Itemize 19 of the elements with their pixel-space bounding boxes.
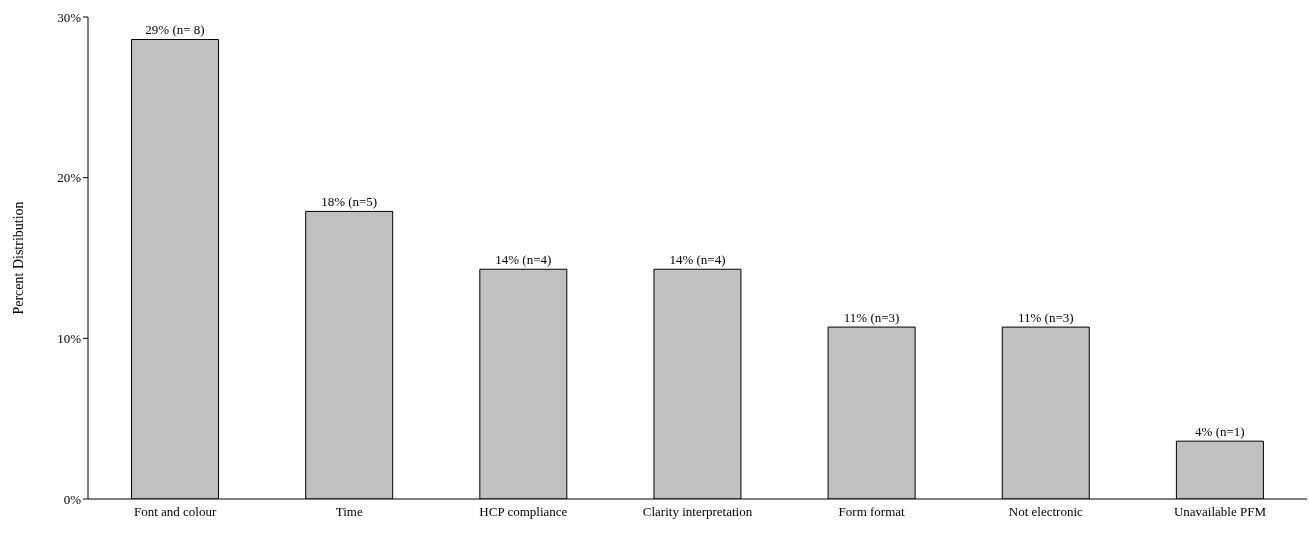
x-tick-label: Time (335, 504, 363, 520)
data-label: 11% (n=3) (843, 310, 900, 326)
x-tick-label: HCP compliance (479, 504, 568, 520)
data-label: 11% (n=3) (1017, 310, 1074, 326)
y-tick-label: 10% (57, 330, 82, 346)
data-label: 14% (n=4) (495, 252, 552, 268)
data-label: 29% (n= 8) (145, 22, 205, 38)
y-tick-label: 30% (57, 9, 82, 25)
x-tick-label: Unavailable PFM (1173, 504, 1267, 520)
x-tick-label: Not electronic (1008, 504, 1084, 520)
data-label: 14% (n=4) (669, 252, 726, 268)
y-tick-label: 0% (63, 491, 82, 507)
x-tick-label: Form format (838, 504, 906, 520)
data-label: 18% (n=5) (321, 194, 378, 210)
data-label: 4% (n=1) (1195, 424, 1245, 440)
x-tick-label: Clarity interpretation (642, 504, 753, 520)
x-tick-label: Font and colour (133, 504, 217, 520)
y-tick-label: 20% (57, 170, 82, 186)
y-axis-title: Percent Distribution (10, 201, 26, 315)
